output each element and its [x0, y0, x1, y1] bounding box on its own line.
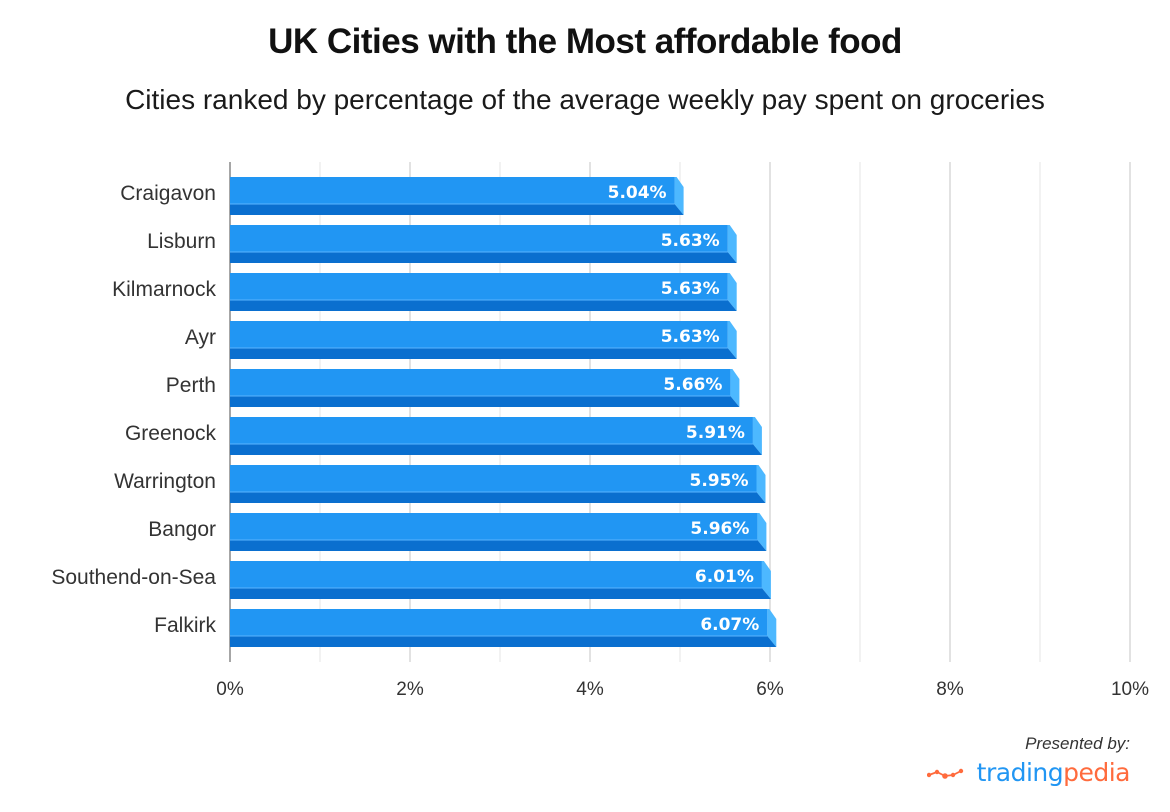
x-tick-label: 2%	[396, 679, 424, 700]
bar-side	[730, 369, 740, 407]
category-label: Falkirk	[154, 614, 216, 637]
bar-side	[727, 273, 737, 311]
line-chart-dots-icon	[926, 768, 963, 779]
bar: 5.95%	[230, 465, 766, 503]
x-axis-ticks: 0% 2% 4% 6% 8% 10%	[216, 679, 1149, 700]
bar-face	[230, 465, 757, 492]
bar: 5.96%	[230, 513, 767, 551]
bar-value-label: 5.96%	[690, 519, 749, 539]
bar-bottom	[230, 252, 737, 263]
bar-side	[761, 561, 771, 599]
bar-face	[230, 273, 728, 300]
bar-bottom	[230, 348, 737, 359]
bar-value-label: 5.63%	[661, 279, 720, 299]
x-tick-label: 6%	[756, 679, 784, 700]
bar-value-label: 5.63%	[661, 327, 720, 347]
bar: 5.63%	[230, 273, 737, 311]
x-tick-label: 0%	[216, 679, 244, 700]
bar-side	[727, 321, 737, 359]
bars: 5.04% 5.63% 5.63% 5.63% 5.66% 5.91% 5.95% 5.96%…	[230, 177, 777, 647]
brand-logo: tradingpedia	[926, 758, 1130, 787]
bar-value-label: 5.66%	[663, 375, 722, 395]
bar-bottom	[230, 396, 740, 407]
bar-face	[230, 321, 728, 348]
bar-value-label: 5.04%	[608, 183, 667, 203]
bar-bottom	[230, 204, 684, 215]
category-label: Perth	[166, 374, 216, 397]
bar-side	[752, 417, 762, 455]
x-tick-label: 8%	[936, 679, 964, 700]
bar: 5.91%	[230, 417, 762, 455]
x-tick-label: 4%	[576, 679, 604, 700]
bar-side	[674, 177, 684, 215]
category-labels: Craigavon Lisburn Kilmarnock Ayr Perth Greeno…	[51, 182, 216, 637]
bar-value-label: 5.91%	[686, 423, 745, 443]
bar-face	[230, 561, 762, 588]
bar: 6.01%	[230, 561, 771, 599]
bar-side	[757, 513, 767, 551]
bar-face	[230, 177, 675, 204]
category-label: Lisburn	[147, 230, 216, 253]
bar-side	[756, 465, 766, 503]
bar-value-label: 5.95%	[690, 471, 749, 491]
bar: 5.04%	[230, 177, 684, 215]
bar-face	[230, 417, 753, 444]
bar-face	[230, 225, 728, 252]
bar-face	[230, 513, 758, 540]
category-label: Ayr	[185, 326, 216, 349]
category-label: Southend-on-Sea	[51, 566, 216, 589]
bar-value-label: 6.07%	[700, 615, 759, 635]
brand-name-trading: trading	[976, 758, 1064, 787]
bar: 6.07%	[230, 609, 777, 647]
bar-bottom	[230, 636, 777, 647]
category-label: Kilmarnock	[112, 278, 216, 301]
bar-bottom	[230, 540, 767, 551]
bar: 5.63%	[230, 321, 737, 359]
bar-bottom	[230, 588, 771, 599]
category-label: Bangor	[148, 518, 216, 541]
bar-value-label: 5.63%	[661, 231, 720, 251]
category-label: Craigavon	[120, 182, 216, 205]
bar: 5.66%	[230, 369, 740, 407]
bar-bottom	[230, 300, 737, 311]
chart-title: UK Cities with the Most affordable food	[268, 22, 902, 61]
category-label: Greenock	[125, 422, 217, 445]
bar-value-label: 6.01%	[695, 567, 754, 587]
bar-side	[727, 225, 737, 263]
bar-side	[767, 609, 777, 647]
bar-bottom	[230, 444, 762, 455]
bar-bottom	[230, 492, 766, 503]
category-label: Warrington	[114, 470, 216, 493]
chart-subtitle: Cities ranked by percentage of the avera…	[125, 84, 1045, 115]
bar-face	[230, 609, 768, 636]
bar: 5.63%	[230, 225, 737, 263]
brand-name-pedia: pedia	[1063, 758, 1130, 787]
bar-face	[230, 369, 731, 396]
x-tick-label: 10%	[1111, 679, 1149, 700]
presented-by-label: Presented by:	[1025, 734, 1130, 753]
